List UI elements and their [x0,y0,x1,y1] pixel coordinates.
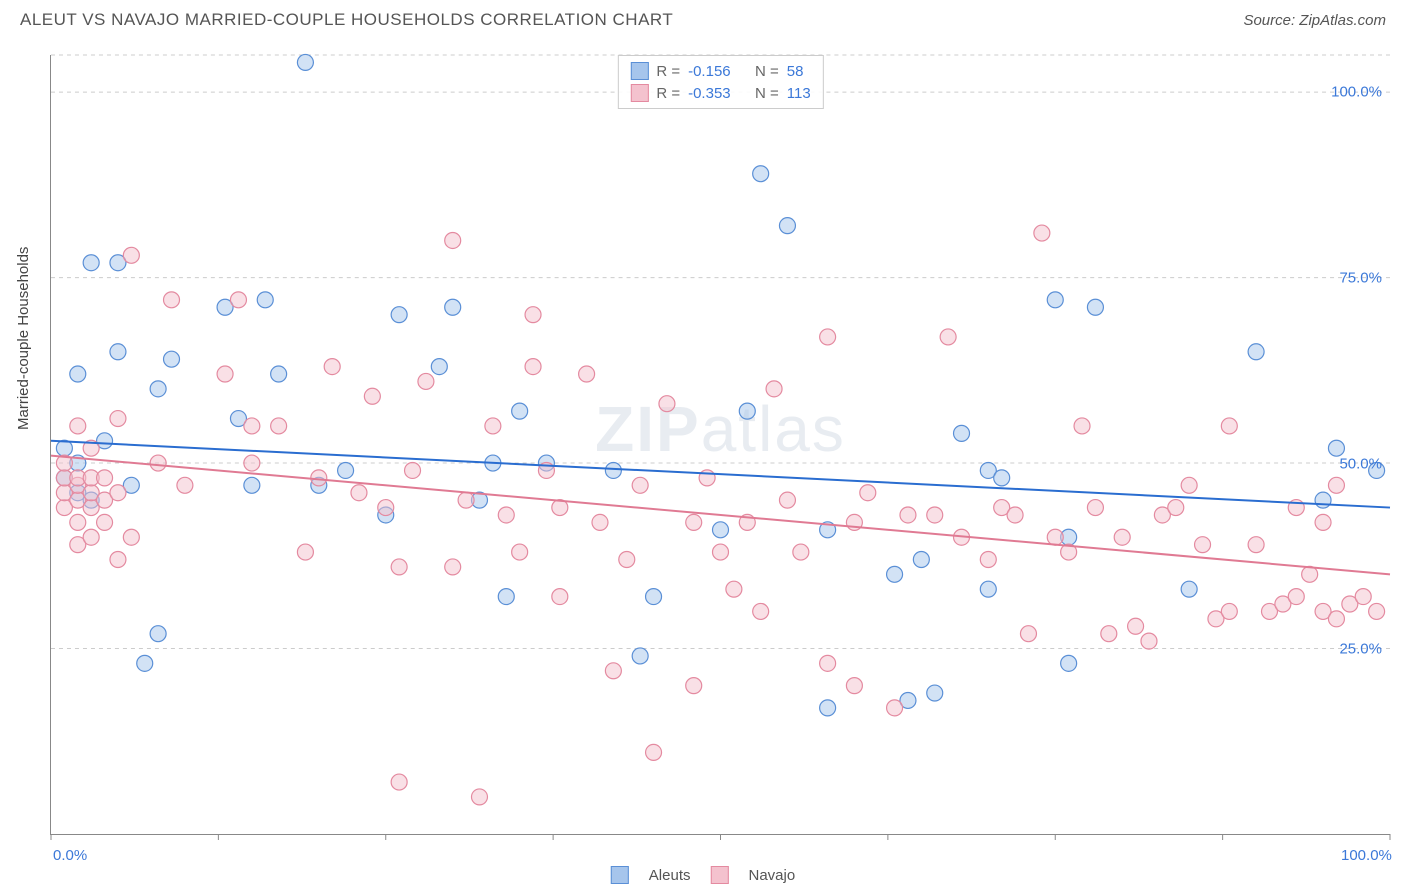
y-tick-label: 25.0% [1339,641,1382,658]
n-value-navajo: 113 [787,85,811,102]
chart-header: ALEUT VS NAVAJO MARRIED-COUPLE HOUSEHOLD… [0,0,1406,35]
x-tick-label: 100.0% [1341,847,1392,864]
swatch-aleuts [630,62,648,80]
y-tick-label: 75.0% [1339,269,1382,286]
legend-label-aleuts: Aleuts [649,867,691,884]
r-value-aleuts: -0.156 [688,63,731,80]
correlation-legend: R = -0.156 N = 58 R = -0.353 N = 113 [617,55,823,109]
x-tick-label: 0.0% [53,847,87,864]
y-tick-label: 100.0% [1331,84,1382,101]
y-axis-label: Married-couple Households [15,247,32,430]
chart-title: ALEUT VS NAVAJO MARRIED-COUPLE HOUSEHOLD… [20,10,673,30]
legend-label-navajo: Navajo [749,867,796,884]
n-label: N = [755,63,779,80]
r-label: R = [656,63,680,80]
chart-plot-area: ZIPatlas 25.0%50.0%75.0%100.0% R = -0.15… [50,55,1390,835]
r-label: R = [656,85,680,102]
swatch-navajo-bottom [711,866,729,884]
legend-row-aleuts: R = -0.156 N = 58 [630,60,810,82]
y-tick-label: 50.0% [1339,455,1382,472]
swatch-aleuts-bottom [611,866,629,884]
source-label: Source: ZipAtlas.com [1243,12,1386,29]
bottom-legend: Aleuts Navajo [611,866,795,884]
r-value-navajo: -0.353 [688,85,731,102]
scatter-svg [51,55,1390,834]
n-value-aleuts: 58 [787,63,804,80]
n-label: N = [755,85,779,102]
swatch-navajo [630,84,648,102]
legend-row-navajo: R = -0.353 N = 113 [630,82,810,104]
